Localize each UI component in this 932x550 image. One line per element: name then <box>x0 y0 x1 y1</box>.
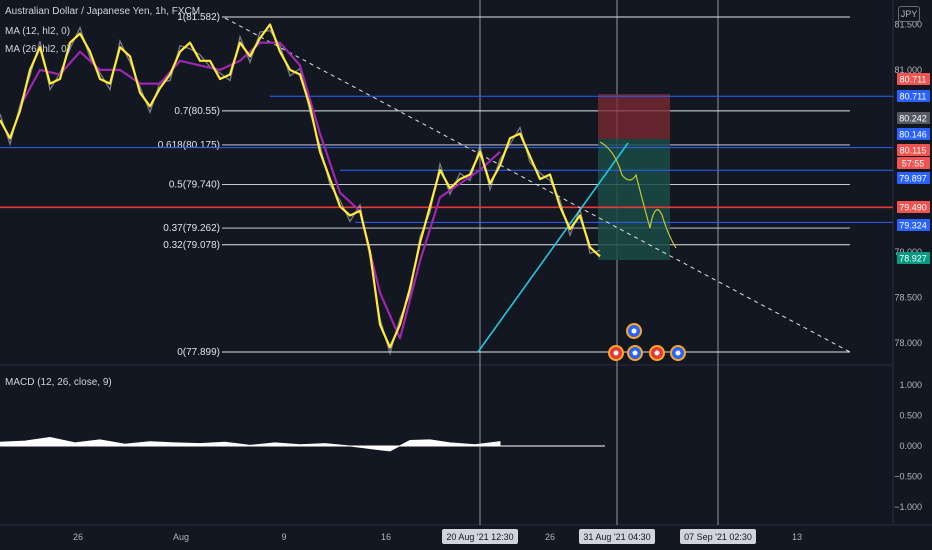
fib-level-label-4: 0.37(79.262) <box>163 223 220 234</box>
chart-background <box>0 0 932 526</box>
price-tag-2: 80.242 <box>899 114 927 124</box>
event-markers[interactable] <box>608 323 686 361</box>
price-tag-bg-5 <box>897 157 930 169</box>
marker-dot-1 <box>613 350 619 356</box>
marker-dot-0 <box>631 328 637 334</box>
marker-dot-3 <box>654 350 660 356</box>
fib-level-label-3: 0.5(79.740) <box>169 180 220 191</box>
time-label-1: Aug <box>173 532 189 542</box>
price-axis-label-4: 78.000 <box>894 338 922 348</box>
time-label-5: 13 <box>792 532 802 542</box>
price-axis-label-3: 78.500 <box>894 292 922 302</box>
time-label-2: 9 <box>281 532 286 542</box>
time-highlight-1: 31 Aug '21 04:30 <box>583 532 650 542</box>
macd-area <box>0 436 501 452</box>
price-tag-5: 57:55 <box>902 159 925 169</box>
fib-level-label-5: 0.32(79.078) <box>163 240 220 251</box>
time-axis: 26 Aug 9 16 26 13 20 Aug '21 12:30 31 Aug '21 0… <box>73 529 802 544</box>
macd-axis-label-0: 1.000 <box>899 380 922 390</box>
price-tag-4: 80.115 <box>900 146 927 156</box>
macd-axis-label-4: −1.000 <box>894 502 922 512</box>
price-tag-bg-0 <box>897 73 930 85</box>
projection-path <box>599 141 677 249</box>
price-axis-label-1: 81.000 <box>894 65 922 75</box>
marker-dot-4 <box>675 350 681 356</box>
time-highlight-0: 20 Aug '21 12:30 <box>446 532 513 542</box>
marker-dot-2 <box>632 350 638 356</box>
price-tag-0: 80.711 <box>900 75 927 85</box>
price-tag-6: 79.897 <box>899 174 927 184</box>
price-tag-bg-1 <box>897 90 930 102</box>
price-tag-bg-2 <box>897 112 930 124</box>
symbol-title[interactable]: Australian Dollar / Japanese Yen, 1h, FX… <box>5 6 201 17</box>
price-tag-bg-8 <box>897 219 930 231</box>
ma-slow-line <box>19 41 501 340</box>
price-tag-3: 80.146 <box>899 130 927 140</box>
price-axis: 81.500 81.000 79.000 78.500 78.000 1.000 0.500… <box>894 19 930 512</box>
time-label-0: 26 <box>73 532 83 542</box>
currency-badge[interactable]: JPY <box>898 6 920 22</box>
ma-slow-legend[interactable]: MA (26, hl2, 0) <box>5 44 71 55</box>
price-tag-1: 80.711 <box>900 92 927 102</box>
fib-level-label-6: 0(77.899) <box>177 347 220 358</box>
macd-axis-label-3: −0.500 <box>894 472 922 482</box>
price-tag-bg-7 <box>897 201 930 213</box>
dashed-trendline <box>224 17 851 353</box>
stop-loss-zone <box>598 94 670 139</box>
uptrend-line <box>477 142 629 353</box>
price-tag-7: 79.490 <box>899 203 927 213</box>
macd-legend[interactable]: MACD (12, 26, close, 9) <box>5 377 112 388</box>
time-label-4: 26 <box>545 532 555 542</box>
price-axis-label-2: 79.000 <box>894 247 922 257</box>
price-tag-bg-3 <box>897 128 930 140</box>
fib-level-label-2: 0.618(80.175) <box>158 140 220 151</box>
ma-fast-line <box>0 23 601 349</box>
time-highlight-2: 07 Sep '21 02:30 <box>684 532 752 542</box>
time-highlight-bg-2 <box>680 529 756 544</box>
time-highlight-bg-1 <box>579 529 655 544</box>
price-axis-label-0: 81.500 <box>894 19 922 29</box>
take-profit-zone <box>598 139 670 260</box>
macd-axis-label-1: 0.500 <box>899 411 922 421</box>
price-tag-9: 78.927 <box>899 254 927 264</box>
price-tag-bg-9 <box>897 252 930 264</box>
ma-fast-legend[interactable]: MA (12, hl2, 0) <box>5 26 71 37</box>
fibonacci-retracement[interactable]: 1(81.582) 0.7(80.55) 0.618(80.175) 0.5(79.7… <box>158 12 850 358</box>
fib-level-label-1: 0.7(80.55) <box>174 106 220 117</box>
time-label-3: 16 <box>381 532 391 542</box>
price-tag-8: 79.324 <box>899 221 927 231</box>
price-tag-bg-6 <box>897 172 930 184</box>
drawing-lines[interactable] <box>0 17 893 353</box>
time-highlight-bg-0 <box>442 529 518 544</box>
price-series <box>0 23 677 452</box>
price-tag-bg-4 <box>897 144 930 156</box>
macd-axis-label-2: 0.000 <box>899 441 922 451</box>
fib-level-label-0: 1(81.582) <box>177 12 220 23</box>
